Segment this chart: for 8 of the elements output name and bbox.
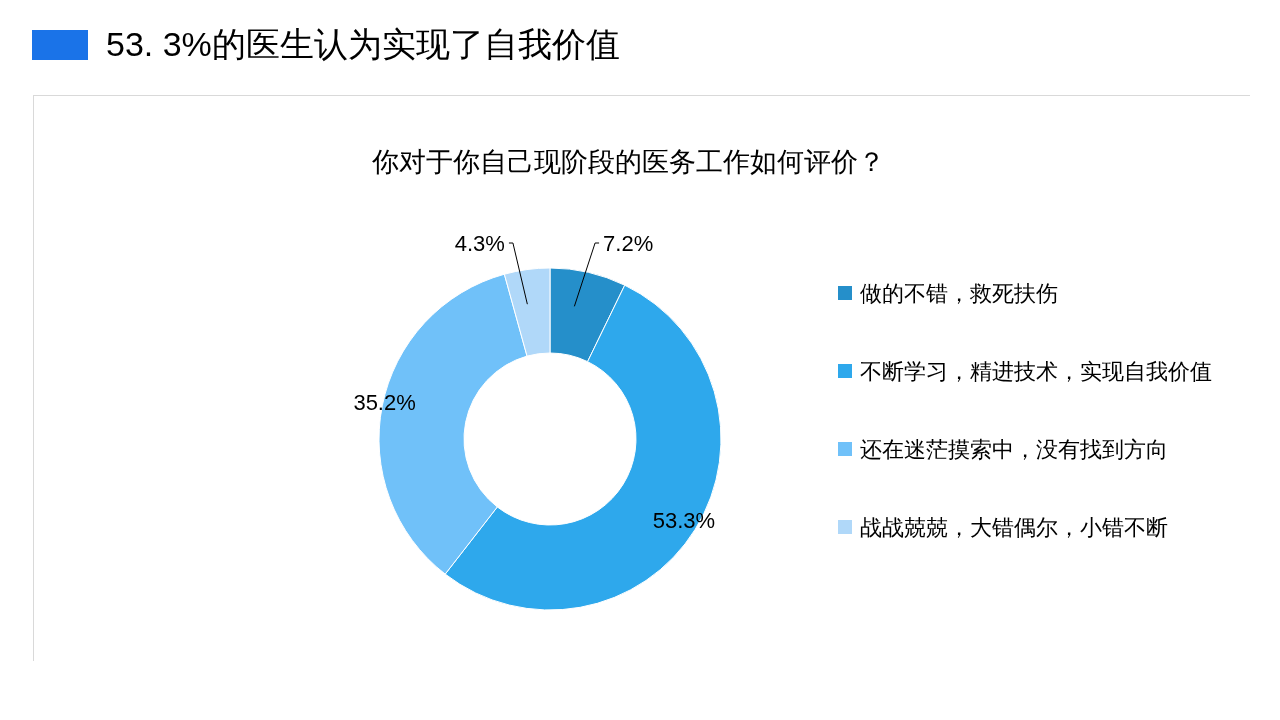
legend-label: 还在迷茫摸索中，没有找到方向 — [860, 436, 1168, 464]
data-label: 7.2% — [603, 230, 654, 256]
chart-subtitle: 你对于你自己现阶段的医务工作如何评价？ — [370, 146, 886, 179]
legend-label: 做的不错，救死扶伤 — [860, 280, 1058, 308]
data-label: 4.3% — [454, 230, 505, 256]
chart-title: 53. 3%的医生认为实现了自我价值 — [106, 24, 620, 65]
legend-label: 不断学习，精进技术，实现自我价值 — [860, 358, 1212, 386]
legend-label: 战战兢兢，大错偶尔，小错不断 — [860, 514, 1168, 542]
